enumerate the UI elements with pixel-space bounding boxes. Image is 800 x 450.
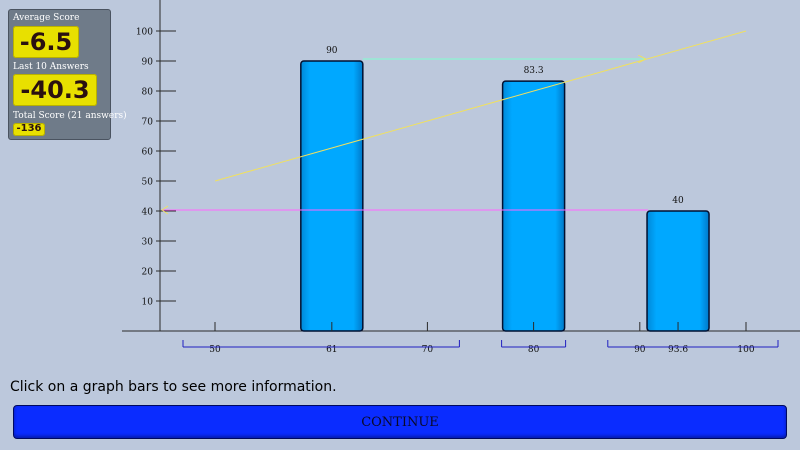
- bar-value-label: 40: [672, 196, 684, 206]
- y-tick-label: 80: [142, 88, 154, 98]
- y-tick-label: 70: [142, 118, 154, 128]
- x-group-bracket: [607, 340, 779, 348]
- x-tick-label: 90: [634, 345, 646, 355]
- x-tick-label: 50: [209, 345, 221, 355]
- y-tick-label: 30: [142, 238, 154, 248]
- score-chart: 10 20 30 40 50 60 70 80 90 100 90 83.3 40 50 61 70 80 90 9…: [122, 0, 800, 355]
- y-tick-label: 40: [142, 208, 154, 218]
- y-tick-label: 20: [142, 268, 154, 278]
- y-tick-label: 60: [142, 148, 154, 158]
- x-group-bracket: [501, 340, 567, 348]
- average-score-label: Average Score: [13, 13, 80, 23]
- x-group-bracket: [182, 340, 460, 348]
- x-tick-label: 100: [737, 345, 754, 355]
- last10-value: -40.3: [13, 74, 97, 106]
- chart-bar[interactable]: [300, 60, 364, 332]
- bar-value-label: 90: [326, 46, 338, 56]
- total-score-label: Total Score (21 answers): [13, 111, 127, 121]
- total-score-value: -136: [13, 123, 45, 136]
- x-tick-label: 70: [422, 345, 434, 355]
- bar-value-label: 83.3: [524, 66, 544, 76]
- y-tick-label: 50: [142, 178, 154, 188]
- x-tick-label: 93.6: [668, 345, 688, 355]
- y-tick-label: 100: [136, 28, 153, 38]
- trend-line: [214, 30, 747, 182]
- x-tick-label: 80: [528, 345, 540, 355]
- hint-text: Click on a graph bars to see more inform…: [10, 379, 337, 395]
- y-tick-label: 90: [142, 58, 154, 68]
- x-tick-label: 61: [326, 345, 337, 355]
- chart-bar[interactable]: [501, 80, 566, 332]
- score-panel: Average Score -6.5 Last 10 Answers -40.3…: [8, 9, 127, 140]
- continue-button[interactable]: CONTINUE: [13, 405, 787, 439]
- chart-bar[interactable]: [646, 210, 710, 332]
- last10-label: Last 10 Answers: [13, 62, 89, 72]
- y-tick-label: 10: [142, 298, 154, 308]
- average-score-value: -6.5: [13, 26, 79, 58]
- reference-arrowhead: [161, 205, 169, 215]
